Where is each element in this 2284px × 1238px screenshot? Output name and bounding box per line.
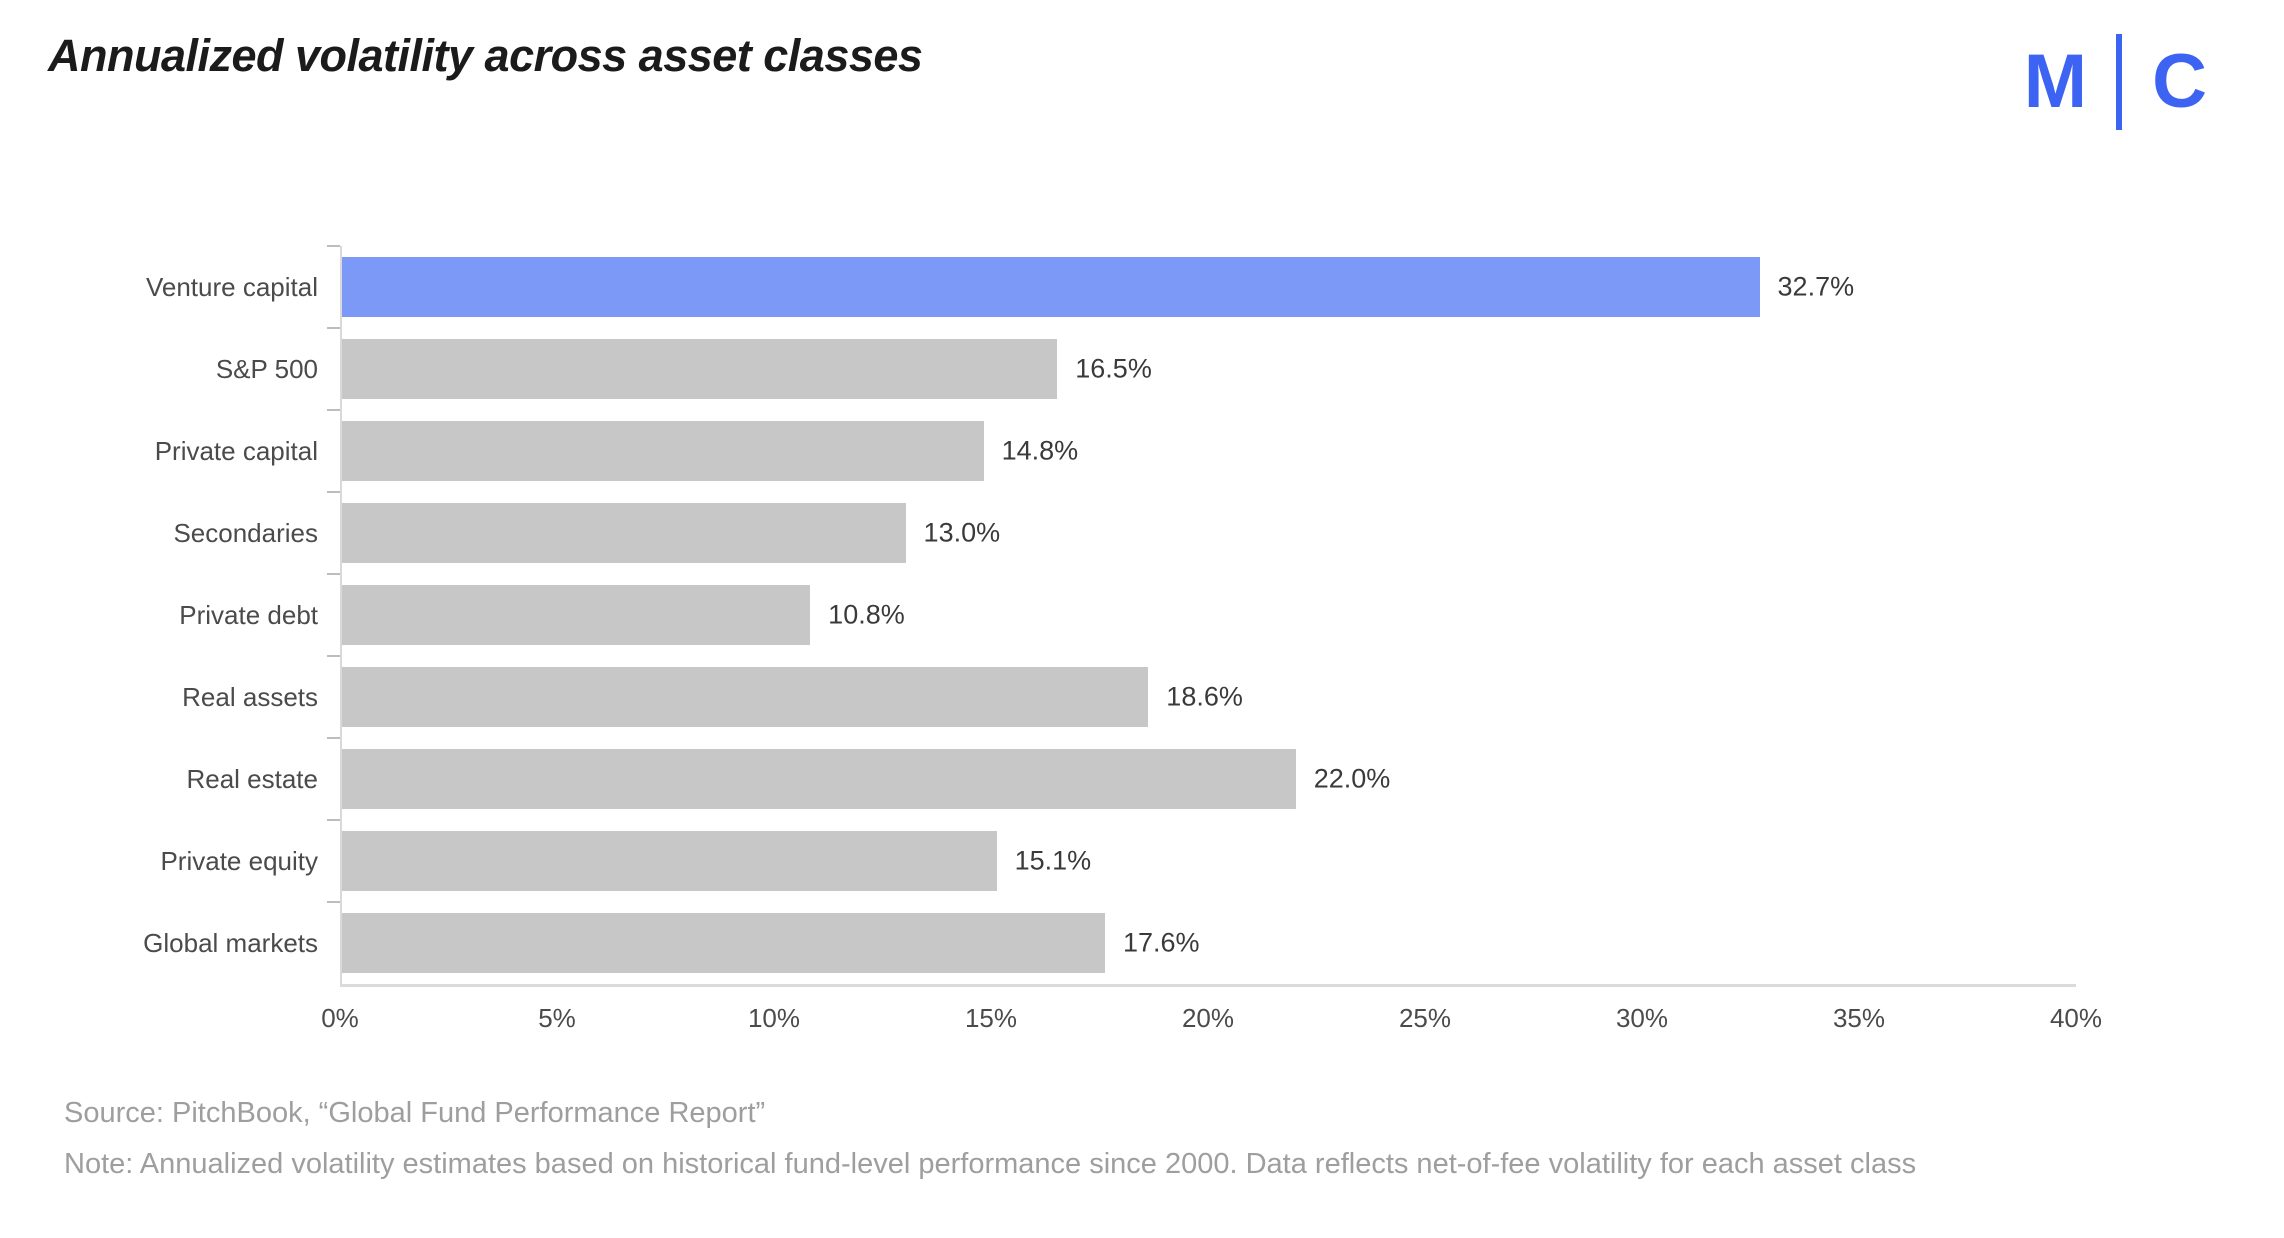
page-title: Annualized volatility across asset class…	[48, 30, 923, 81]
value-label: 10.8%	[828, 599, 905, 630]
chart-row: Secondaries 13.0%	[48, 491, 2076, 574]
value-label: 32.7%	[1777, 271, 1855, 302]
x-tick-label: 25%	[1398, 1003, 1452, 1033]
bar-track: 22.0%	[327, 737, 2076, 820]
bar	[342, 585, 811, 645]
value-label: 18.6%	[1166, 681, 1243, 712]
category-label: Private equity	[160, 845, 318, 876]
logo-divider	[2116, 34, 2123, 130]
value-label: 14.8%	[1001, 435, 1079, 466]
bar	[342, 421, 984, 481]
bar-track: 13.0%	[327, 491, 2076, 574]
x-tick-label: 10%	[747, 1003, 801, 1033]
bar-track: 14.8%	[327, 409, 2076, 492]
category-label: Private debt	[179, 599, 318, 630]
header: Annualized volatility across asset class…	[0, 0, 2284, 130]
category-label: Global markets	[143, 927, 318, 958]
chart-row: Global markets 17.6%	[48, 901, 2076, 984]
source-text: Source: PitchBook, “Global Fund Performa…	[64, 1097, 766, 1129]
bar	[342, 339, 1058, 399]
logo-letter-m: M	[2023, 39, 2087, 124]
chart-row: Venture capital 32.7%	[48, 245, 2076, 328]
chart-rows: Venture capital 32.7% S&P 500 16.5% Private …	[48, 245, 2076, 984]
value-label: 22.0%	[1313, 763, 1391, 794]
category-label: Real estate	[186, 763, 318, 794]
category-label: Real assets	[182, 681, 318, 712]
chart-row: Private debt 10.8%	[48, 573, 2076, 656]
value-label: 13.0%	[923, 517, 1001, 548]
logo-letter-c: C	[2152, 39, 2207, 124]
note-text: Note: Annualized volatility estimates ba…	[64, 1148, 1917, 1181]
brand-logo: M C	[2023, 34, 2207, 130]
category-label: Venture capital	[145, 271, 318, 302]
chart-row: Private equity 15.1%	[48, 819, 2076, 902]
bar	[342, 503, 906, 563]
bar	[342, 257, 1760, 317]
x-tick-label: 35%	[1832, 1003, 1886, 1033]
x-tick-label: 20%	[1181, 1003, 1235, 1033]
bar-track: 17.6%	[327, 901, 2076, 984]
chart-row: S&P 500 16.5%	[48, 327, 2076, 410]
x-tick-label: 5%	[538, 1003, 576, 1033]
bar-chart: Venture capital 32.7% S&P 500 16.5% Private …	[48, 245, 2102, 1045]
footer: Source: PitchBook, “Global Fund Performa…	[64, 1091, 2184, 1186]
bar-track: 32.7%	[327, 245, 2076, 328]
slide: Annualized volatility across asset class…	[0, 0, 2284, 1186]
bar-track: 15.1%	[327, 819, 2076, 902]
x-tick-label: 30%	[1615, 1003, 1669, 1033]
x-tick-label: 0%	[321, 1003, 359, 1033]
chart-row: Real estate 22.0%	[48, 737, 2076, 820]
bar-track: 18.6%	[327, 655, 2076, 738]
category-label: Secondaries	[173, 517, 318, 548]
x-tick-label: 40%	[2049, 1003, 2103, 1033]
x-axis-line	[340, 984, 2076, 987]
value-label: 17.6%	[1122, 927, 1200, 958]
bar	[342, 667, 1149, 727]
value-label: 15.1%	[1014, 845, 1092, 876]
bar	[342, 749, 1296, 809]
bar	[342, 831, 997, 891]
category-label: Private capital	[154, 435, 318, 466]
bar-track: 10.8%	[327, 573, 2076, 656]
x-axis-tick-labels: 0% 5% 10% 15% 20% 25% 30% 35% 40%	[321, 1003, 2102, 1045]
bar	[342, 913, 1105, 973]
x-tick-label: 15%	[964, 1003, 1018, 1033]
chart-row: Private capital 14.8%	[48, 409, 2076, 492]
category-label: S&P 500	[215, 353, 318, 384]
bar-track: 16.5%	[327, 327, 2076, 410]
value-label: 16.5%	[1075, 353, 1152, 384]
chart-row: Real assets 18.6%	[48, 655, 2076, 738]
